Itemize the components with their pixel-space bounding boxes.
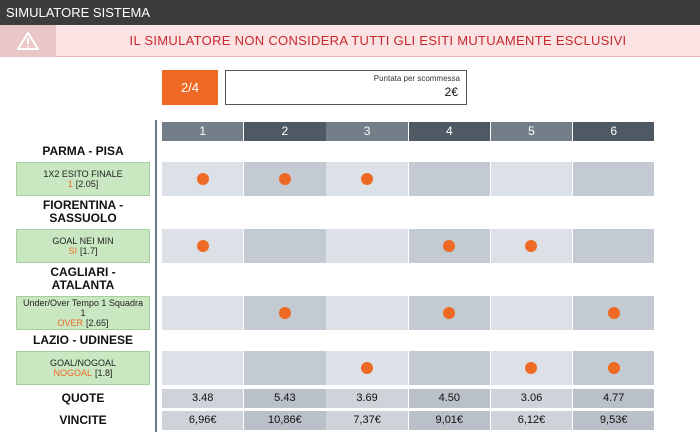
totals-cell: 10,86€: [244, 411, 326, 430]
column-header: 5: [490, 122, 573, 141]
totals-cell: 4.77: [573, 389, 655, 408]
odds: [2.65]: [85, 318, 109, 328]
selection-dot: [443, 307, 456, 319]
outcome: OVER: [57, 318, 83, 328]
selection-dot: [278, 173, 291, 185]
system-button[interactable]: 2/4: [162, 70, 218, 105]
grid-cell[interactable]: [573, 351, 655, 385]
totals-cell: 3.69: [326, 389, 408, 408]
column-header: 2: [244, 122, 326, 141]
grid-cell[interactable]: [244, 162, 326, 196]
market-name: Under/Over Tempo 1 Squadra 1: [23, 298, 143, 318]
column-header: 3: [326, 122, 408, 141]
warning-text: IL SIMULATORE NON CONSIDERA TUTTI GLI ES…: [129, 33, 627, 48]
selection-dot: [361, 173, 374, 185]
totals-label: QUOTE: [61, 391, 105, 405]
grid-cell[interactable]: [326, 296, 408, 330]
grid-cell[interactable]: [573, 162, 655, 196]
selection-dot: [607, 307, 620, 319]
grid-cell[interactable]: [244, 229, 326, 263]
totals-cell: 7,37€: [326, 411, 408, 430]
odds: [1.8]: [95, 368, 113, 378]
grid-cell[interactable]: [573, 229, 655, 263]
grid-cell[interactable]: [490, 351, 573, 385]
totals-cell: 3.48: [162, 389, 244, 408]
outcome: SI: [68, 246, 77, 256]
match-title: CAGLIARI - ATALANTA: [50, 265, 116, 292]
market-box[interactable]: GOAL NEI MIN SI [1.7]: [16, 229, 150, 263]
divider: [155, 120, 157, 432]
selection-dot: [196, 173, 209, 185]
grid-cell[interactable]: [408, 229, 490, 263]
column-header: 1: [162, 122, 244, 141]
odds: [1.7]: [80, 246, 98, 256]
market-box[interactable]: Under/Over Tempo 1 Squadra 1 OVER [2.65]: [16, 296, 150, 330]
market-box[interactable]: 1X2 ESITO FINALE 1 [2.05]: [16, 162, 150, 196]
selection-dot: [525, 240, 538, 252]
selection-dot: [607, 362, 620, 374]
grid-cell[interactable]: [244, 296, 326, 330]
totals-cell: 6,12€: [490, 411, 573, 430]
selection-dot: [525, 362, 538, 374]
market-name: GOAL/NOGOAL: [49, 358, 117, 368]
stake-label: Puntata per scommessa: [373, 74, 460, 83]
market-box[interactable]: GOAL/NOGOAL NOGOAL [1.8]: [16, 351, 150, 385]
match-title: FIORENTINA - SASSUOLO: [42, 198, 124, 225]
grid-cell[interactable]: [408, 162, 490, 196]
selection-dot: [196, 240, 209, 252]
grid-cell[interactable]: [326, 162, 408, 196]
totals-label: VINCITE: [59, 413, 107, 427]
totals-cell: 4.50: [408, 389, 490, 408]
selection-dot: [443, 240, 456, 252]
grid-cell[interactable]: [326, 351, 408, 385]
outcome: 1: [67, 179, 73, 189]
totals-cell: 9,53€: [573, 411, 655, 430]
stake-value: 2€: [444, 85, 458, 99]
grid-cell[interactable]: [326, 229, 408, 263]
warning-banner: IL SIMULATORE NON CONSIDERA TUTTI GLI ES…: [0, 25, 700, 57]
market-selection: 1 [2.05]: [23, 179, 143, 189]
totals-cell: 6,96€: [162, 411, 244, 430]
odds: [2.05]: [75, 179, 99, 189]
warning-icon: [0, 25, 56, 57]
column-header: 4: [408, 122, 490, 141]
grid-cell[interactable]: [573, 296, 655, 330]
market-selection: SI [1.7]: [23, 246, 143, 256]
grid-cell[interactable]: [162, 162, 244, 196]
grid-cell[interactable]: [162, 296, 244, 330]
grid-cell[interactable]: [244, 351, 326, 385]
grid-cell[interactable]: [408, 351, 490, 385]
grid-cell[interactable]: [162, 351, 244, 385]
grid-cell[interactable]: [490, 296, 573, 330]
totals-cell: 5.43: [244, 389, 326, 408]
grid-cell[interactable]: [162, 229, 244, 263]
selection-dot: [361, 362, 374, 374]
match-title: PARMA - PISA: [42, 144, 124, 158]
warning-icon-svg: [17, 32, 39, 50]
grid-cell[interactable]: [490, 229, 573, 263]
market-selection: OVER [2.65]: [23, 318, 143, 328]
grid-cell[interactable]: [490, 162, 573, 196]
top-bar: SIMULATORE SISTEMA: [0, 0, 700, 25]
totals-cell: 3.06: [490, 389, 573, 408]
market-name: GOAL NEI MIN: [52, 236, 114, 246]
column-header: 6: [573, 122, 655, 141]
stake-input[interactable]: Puntata per scommessa 2€: [225, 70, 467, 105]
match-title: LAZIO - UDINESE: [32, 333, 133, 347]
outcome: NOGOAL: [53, 368, 92, 378]
totals-cell: 9,01€: [408, 411, 490, 430]
selection-dot: [278, 307, 291, 319]
market-selection: NOGOAL [1.8]: [23, 368, 143, 378]
market-name: 1X2 ESITO FINALE: [43, 169, 123, 179]
grid-cell[interactable]: [408, 296, 490, 330]
